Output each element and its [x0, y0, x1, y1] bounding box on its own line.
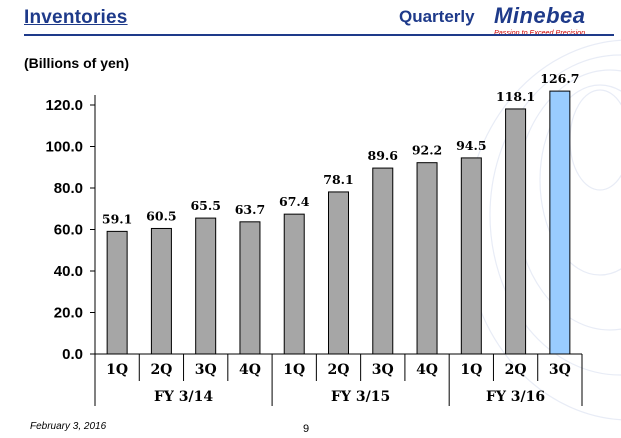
group-label: FY 3/16	[486, 389, 545, 405]
y-tick-label: 100.0	[45, 139, 83, 156]
y-tick-label: 80.0	[54, 180, 83, 197]
x-tick-label: 4Q	[416, 362, 438, 378]
brand-name: Minebea	[494, 3, 586, 28]
y-tick-label: 120.0	[45, 97, 83, 114]
x-tick-label: 1Q	[106, 362, 128, 378]
bar	[150, 227, 172, 355]
bar-value-label: 126.7	[540, 71, 579, 86]
bar	[239, 221, 261, 355]
bar-value-label: 118.1	[496, 89, 535, 104]
bar-value-label: 94.5	[456, 138, 486, 153]
bar	[549, 90, 571, 355]
x-tick-label: 2Q	[505, 362, 527, 378]
y-tick-label: 20.0	[54, 305, 83, 322]
x-tick-label: 3Q	[549, 362, 571, 378]
x-tick-label: 1Q	[460, 362, 482, 378]
x-tick-label: 3Q	[195, 362, 217, 378]
bar	[372, 167, 394, 355]
bar-value-label: 92.2	[412, 143, 442, 158]
x-tick-label: 3Q	[372, 362, 394, 378]
bar-value-label: 78.1	[323, 172, 353, 187]
bar	[328, 191, 349, 355]
page-title: Inventories	[24, 7, 128, 28]
bar-value-label: 63.7	[235, 202, 265, 217]
group-label: FY 3/15	[331, 389, 390, 405]
x-tick-label: 2Q	[328, 362, 350, 378]
page-number: 9	[303, 423, 310, 435]
brand-logo: Minebea Passion to Exceed Precision	[494, 3, 612, 38]
bar	[505, 108, 527, 355]
bar-value-label: 89.6	[368, 148, 399, 163]
group-label: FY 3/14	[154, 389, 213, 405]
bar	[460, 157, 482, 355]
bar-value-label: 60.5	[146, 208, 176, 223]
x-tick-label: 1Q	[283, 362, 305, 378]
bar-value-label: 67.4	[279, 194, 310, 209]
x-tick-label: 2Q	[150, 362, 172, 378]
footer-date: February 3, 2016	[30, 421, 107, 432]
brand-tagline: Passion to Exceed Precision	[494, 28, 586, 37]
header-rule	[24, 34, 614, 36]
bar-value-label: 59.1	[102, 211, 132, 226]
bar	[416, 162, 438, 355]
unit-label: (Billions of yen)	[24, 55, 129, 71]
y-tick-label: 40.0	[54, 263, 83, 280]
x-tick-label: 4Q	[239, 362, 261, 378]
bar	[283, 213, 305, 355]
period-label: Quarterly	[399, 7, 475, 26]
bar	[195, 217, 217, 355]
bar-value-label: 65.5	[190, 198, 220, 213]
y-tick-label: 0.0	[62, 346, 83, 363]
y-tick-label: 60.0	[54, 222, 83, 239]
bar	[106, 230, 128, 355]
